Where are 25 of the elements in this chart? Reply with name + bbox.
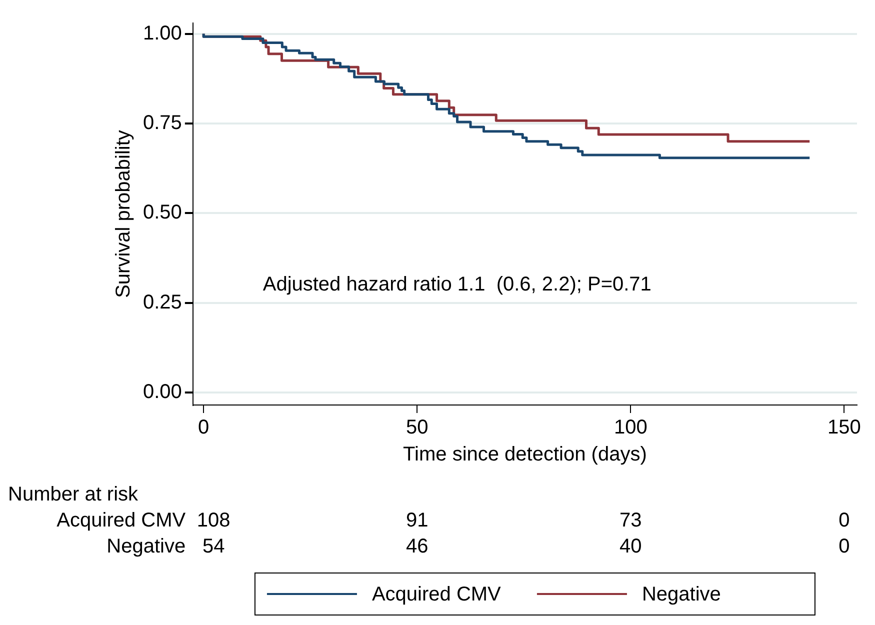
x-tick-label: 0	[198, 416, 210, 439]
text: 0	[838, 536, 850, 558]
y-tick-label: 0.25	[142, 291, 182, 314]
annotation: Adjusted hazard ratio 1.1 (0.6, 2.2); P=0.71	[262, 273, 652, 296]
text: 46	[406, 536, 428, 558]
text: 108	[196, 510, 230, 532]
text: 40	[620, 536, 642, 558]
text: 73	[620, 510, 642, 532]
legend-label: Negative	[642, 584, 721, 606]
text: Negative	[106, 536, 186, 558]
text: 54	[202, 536, 225, 558]
x-axis-title: Time since detection (days)	[403, 444, 647, 466]
x-tick-label: 150	[828, 416, 861, 439]
text: Acquired CMV	[56, 510, 186, 532]
y-tick-label: 0.50	[142, 202, 182, 224]
x-tick-label: 100	[614, 416, 648, 439]
text: 91	[406, 510, 428, 532]
y-tick-label: 1.00	[142, 22, 182, 44]
y-axis-title: Survival probability	[112, 130, 135, 298]
y-tick-label: 0.75	[142, 112, 182, 134]
text: Number at risk	[8, 484, 140, 506]
y-tick-label: 0.00	[142, 380, 182, 403]
legend-label: Acquired CMV	[372, 584, 502, 606]
x-tick-label: 50	[406, 416, 428, 439]
text: 0	[838, 510, 850, 532]
